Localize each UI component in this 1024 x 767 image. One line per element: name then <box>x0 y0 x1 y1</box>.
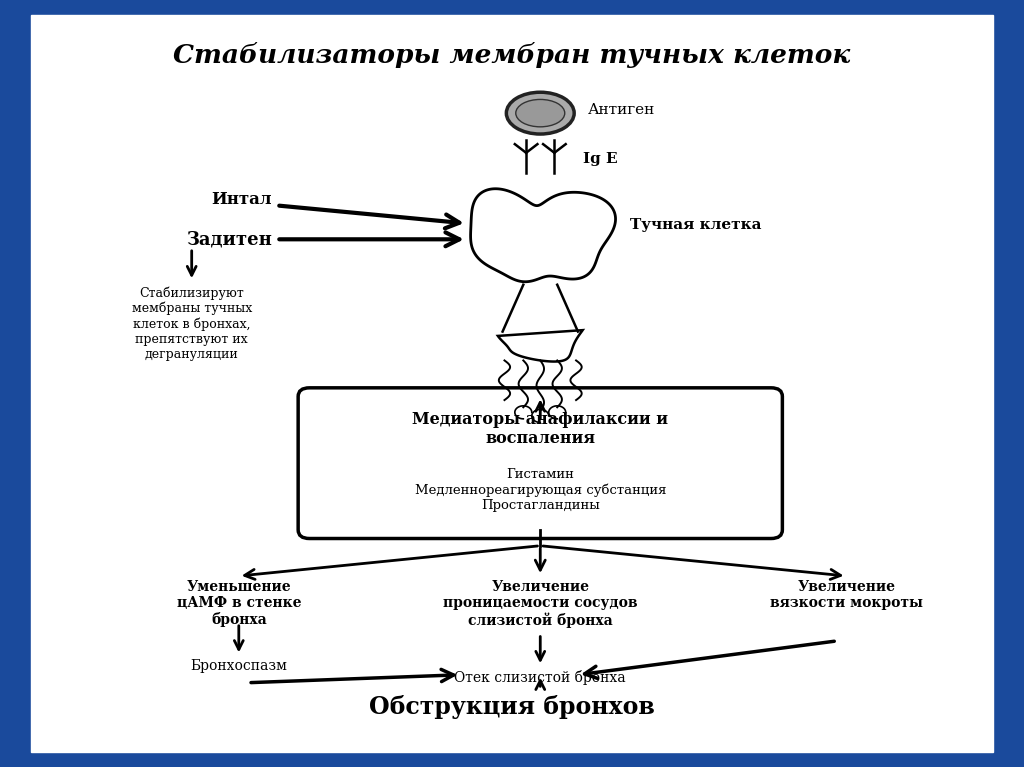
Polygon shape <box>498 330 583 361</box>
FancyBboxPatch shape <box>298 388 782 538</box>
Text: Увеличение
проницаемости сосудов
слизистой бронха: Увеличение проницаемости сосудов слизист… <box>443 580 638 628</box>
Text: Ig E: Ig E <box>583 152 617 166</box>
Ellipse shape <box>516 100 565 127</box>
Text: Задитен: Задитен <box>186 230 271 249</box>
Text: Уменьшение
цАМФ в стенке
бронха: Уменьшение цАМФ в стенке бронха <box>176 580 301 627</box>
Text: Увеличение
вязкости мокроты: Увеличение вязкости мокроты <box>770 580 923 610</box>
Text: Антиген: Антиген <box>588 103 654 117</box>
Text: Гистамин
Медленнореагирующая субстанция
Простагландины: Гистамин Медленнореагирующая субстанция … <box>415 469 666 512</box>
Text: Отек слизистой бронха: Отек слизистой бронха <box>455 670 626 685</box>
Ellipse shape <box>506 92 574 134</box>
Text: Интал: Интал <box>211 191 271 208</box>
Text: Стабилизируют
мембраны тучных
клеток в бронхах,
препятствуют их
дегрануляции: Стабилизируют мембраны тучных клеток в б… <box>131 286 252 360</box>
Text: Стабилизаторы мембран тучных клеток: Стабилизаторы мембран тучных клеток <box>173 42 851 68</box>
Text: Тучная клетка: Тучная клетка <box>630 218 761 232</box>
Text: Бронхоспазм: Бронхоспазм <box>190 659 288 673</box>
Polygon shape <box>471 189 615 281</box>
Text: Обструкция бронхов: Обструкция бронхов <box>369 695 655 719</box>
Text: Медиаторы анафилаксии и
воспаления: Медиаторы анафилаксии и воспаления <box>413 410 669 447</box>
